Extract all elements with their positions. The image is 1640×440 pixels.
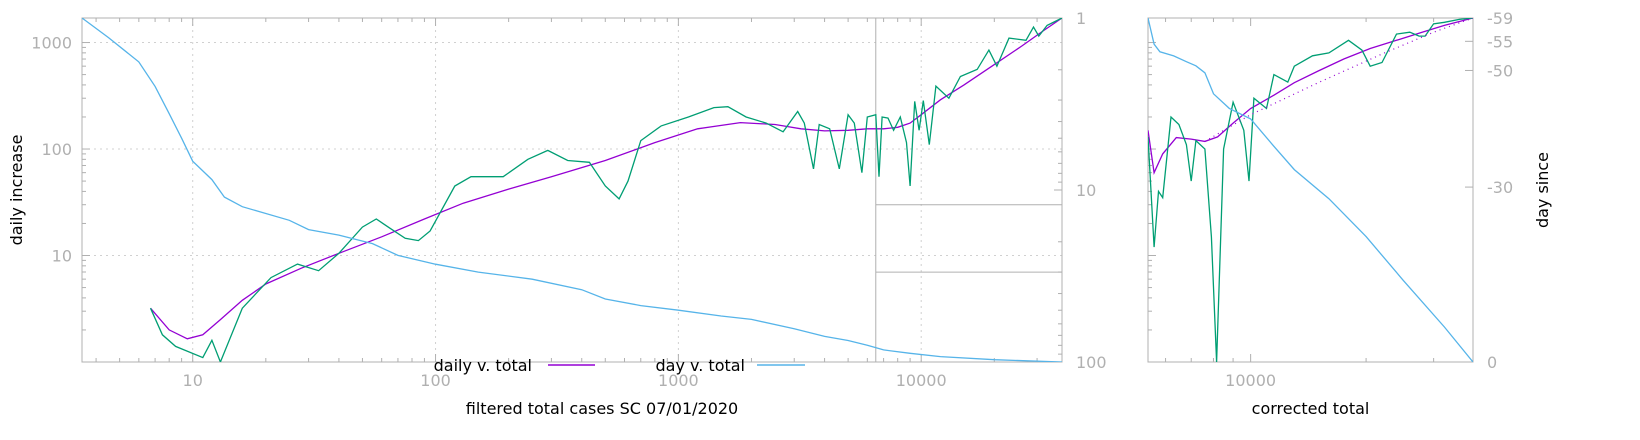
- y-tick-label: 100: [41, 140, 72, 159]
- inset-y2-tick-label: -59: [1487, 9, 1513, 28]
- legend-label-daily: daily v. total: [434, 356, 532, 375]
- inset-y2-tick-label: -50: [1487, 61, 1513, 80]
- x-tick-label: 10000: [896, 371, 947, 390]
- plot-frame: [81, 17, 1063, 363]
- series-line-0: [150, 18, 1062, 340]
- main-plot: 10 100 1000 10000 10 100 1000 1 10 100 filtered to…: [7, 9, 1107, 418]
- inset-x-axis-label: corrected total: [1252, 399, 1370, 418]
- legend: daily v. total day v. total: [434, 356, 805, 375]
- inset-y2-tick-label: -55: [1487, 32, 1513, 51]
- inset-y2-tick-label: 0: [1487, 353, 1497, 372]
- y-tick-label: 1000: [31, 34, 72, 53]
- y-tick-label: 10: [52, 247, 72, 266]
- y-axis-label: daily increase: [7, 135, 26, 246]
- x-tick-label: 1000: [658, 371, 699, 390]
- x-tick-label: 100: [420, 371, 451, 390]
- inset-series-line-1: [1148, 18, 1473, 362]
- y2-tick-label: 1: [1076, 9, 1086, 28]
- inset-series-line-3: [1148, 18, 1473, 362]
- inset-frame: [1147, 17, 1474, 363]
- inset-y2-axis-label: day since: [1533, 152, 1552, 228]
- x-tick-label: 10: [183, 371, 203, 390]
- series-line-1: [149, 18, 1062, 362]
- inset-plot: -59 -55 -50 -30 0 10000 corrected total day sin…: [1147, 9, 1552, 418]
- inset-series-line-2: [1204, 18, 1473, 142]
- inset-series-line-0: [1148, 18, 1473, 175]
- y2-tick-label: 10: [1076, 181, 1096, 200]
- inset-x-tick-label: 10000: [1225, 371, 1276, 390]
- series-line-2: [82, 18, 1062, 362]
- inset-y2-tick-label: -30: [1487, 178, 1513, 197]
- y2-tick-label: 100: [1076, 353, 1107, 372]
- legend-label-day: day v. total: [656, 356, 746, 375]
- x-axis-label: filtered total cases SC 07/01/2020: [466, 399, 738, 418]
